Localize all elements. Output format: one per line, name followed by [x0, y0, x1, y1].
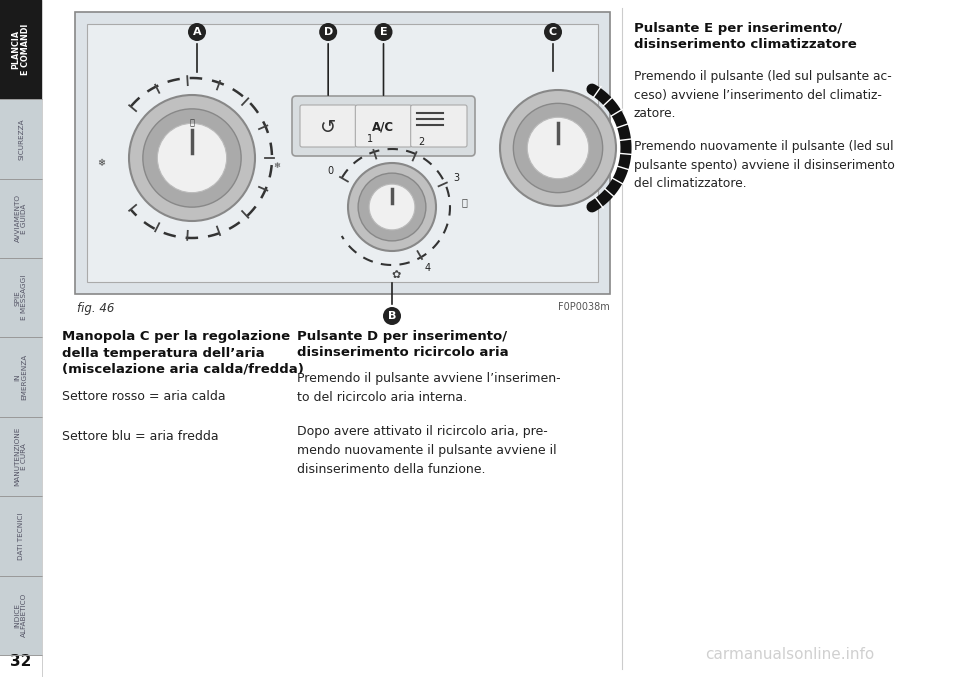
Text: ⑁: ⑁ — [461, 197, 467, 207]
Text: Pulsante E per inserimento/
disinserimento climatizzatore: Pulsante E per inserimento/ disinserimen… — [634, 22, 856, 51]
Text: DATI TECNICI: DATI TECNICI — [18, 512, 24, 560]
FancyBboxPatch shape — [355, 105, 412, 147]
Text: carmanualsonline.info: carmanualsonline.info — [706, 647, 875, 662]
FancyBboxPatch shape — [300, 105, 356, 147]
Bar — [75, 12, 610, 294]
Text: Premendo nuovamente il pulsante (led sul
pulsante spento) avviene il disinserime: Premendo nuovamente il pulsante (led sul… — [634, 140, 895, 190]
Text: Premendo il pulsante avviene l’inserimen-
to del ricircolo aria interna.: Premendo il pulsante avviene l’inserimen… — [297, 372, 561, 404]
Text: C: C — [549, 27, 557, 37]
Text: A: A — [193, 27, 202, 37]
Text: SICUREZZA: SICUREZZA — [18, 118, 24, 160]
Circle shape — [188, 23, 206, 41]
Bar — [0, 100, 42, 179]
Text: SPIE
E MESSAGGI: SPIE E MESSAGGI — [14, 275, 27, 320]
Circle shape — [143, 109, 241, 207]
Bar — [0, 337, 42, 417]
Circle shape — [369, 184, 415, 230]
Bar — [0, 179, 42, 258]
Bar — [0, 0, 42, 100]
Circle shape — [374, 23, 393, 41]
Bar — [0, 258, 42, 337]
Text: fig. 46: fig. 46 — [77, 302, 114, 315]
Text: ✿: ✿ — [392, 270, 400, 280]
Bar — [0, 417, 42, 496]
Circle shape — [358, 173, 426, 241]
Bar — [0, 575, 42, 655]
Text: A/C: A/C — [372, 121, 395, 133]
Text: Settore rosso = aria calda

Settore blu = aria fredda: Settore rosso = aria calda Settore blu =… — [62, 390, 226, 443]
Text: MANUTENZIONE
E CURA: MANUTENZIONE E CURA — [14, 427, 27, 486]
Text: E: E — [380, 27, 387, 37]
Circle shape — [527, 117, 588, 179]
FancyBboxPatch shape — [292, 96, 475, 156]
Circle shape — [348, 163, 436, 251]
Circle shape — [129, 95, 255, 221]
Text: 32: 32 — [11, 654, 32, 669]
Text: IN
EMERGENZA: IN EMERGENZA — [14, 354, 27, 400]
Text: 2: 2 — [418, 137, 424, 147]
Circle shape — [383, 307, 401, 325]
Text: ❄: ❄ — [97, 158, 105, 168]
Text: ⑁: ⑁ — [189, 118, 195, 127]
Circle shape — [544, 23, 562, 41]
Text: 1: 1 — [367, 135, 373, 144]
Text: B: B — [388, 311, 396, 321]
Text: INDICE
ALFABETICO: INDICE ALFABETICO — [14, 593, 27, 638]
Text: Dopo avere attivato il ricircolo aria, pre-
mendo nuovamente il pulsante avviene: Dopo avere attivato il ricircolo aria, p… — [297, 425, 557, 476]
Text: 3: 3 — [454, 173, 460, 183]
Text: AVVIAMENTO
E GUIDA: AVVIAMENTO E GUIDA — [14, 194, 27, 242]
Text: 4: 4 — [424, 263, 431, 274]
FancyBboxPatch shape — [411, 105, 467, 147]
Text: ❄: ❄ — [274, 162, 280, 171]
Circle shape — [319, 23, 337, 41]
Text: D: D — [324, 27, 333, 37]
Text: PLANCIA
E COMANDI: PLANCIA E COMANDI — [12, 24, 31, 75]
Circle shape — [500, 90, 616, 206]
Text: 0: 0 — [327, 167, 333, 177]
Text: Manopola C per la regolazione
della temperatura dell’aria
(miscelazione aria cal: Manopola C per la regolazione della temp… — [62, 330, 304, 376]
Bar — [0, 496, 42, 575]
Circle shape — [514, 104, 603, 193]
Bar — [87, 24, 598, 282]
Circle shape — [157, 123, 227, 193]
Text: Premendo il pulsante (led sul pulsante ac-
ceso) avviene l’inserimento del clima: Premendo il pulsante (led sul pulsante a… — [634, 70, 892, 120]
Text: Pulsante D per inserimento/
disinserimento ricircolo aria: Pulsante D per inserimento/ disinserimen… — [297, 330, 509, 359]
Text: ↺: ↺ — [320, 118, 336, 137]
Text: F0P0038m: F0P0038m — [559, 302, 610, 312]
